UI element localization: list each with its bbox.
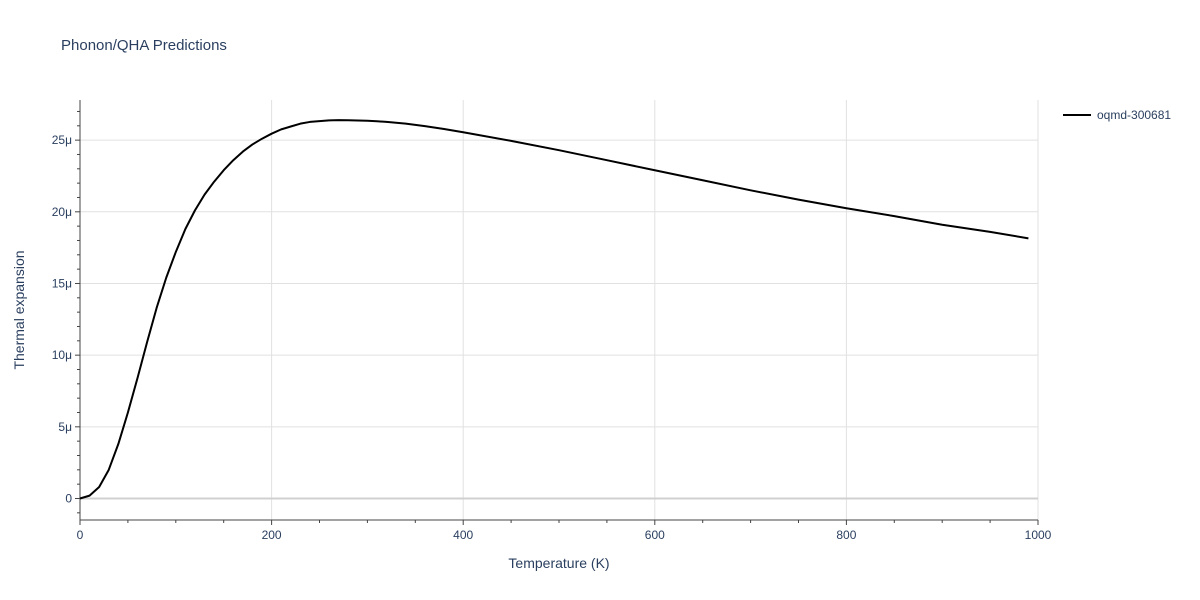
y-axis-ticks: 0 5μ 10μ 15μ 20μ 25μ	[52, 110, 80, 514]
y-axis-title: Thermal expansion	[11, 250, 27, 369]
y-tick-label: 15μ	[52, 276, 72, 290]
y-tick-label: 20μ	[52, 205, 72, 219]
x-tick-label: 1000	[1025, 528, 1052, 542]
x-tick-label: 400	[453, 528, 473, 542]
y-tick-label: 25μ	[52, 133, 72, 147]
series-line	[79, 119, 1029, 500]
legend[interactable]: oqmd-300681	[1063, 108, 1171, 122]
x-axis-title: Temperature (K)	[508, 555, 609, 571]
y-tick-label: 10μ	[52, 348, 72, 362]
x-tick-label: 600	[645, 528, 665, 542]
x-tick-label: 800	[836, 528, 856, 542]
series-layer	[79, 119, 1029, 500]
chart-title: Phonon/QHA Predictions	[61, 37, 227, 54]
x-axis-ticks: 0 200 400 600 800 1000	[77, 520, 1052, 542]
x-tick-label: 0	[77, 528, 84, 542]
x-tick-label: 200	[262, 528, 282, 542]
legend-label: oqmd-300681	[1097, 108, 1171, 122]
y-tick-label: 5μ	[58, 420, 72, 434]
y-tick-label: 0	[65, 491, 72, 505]
